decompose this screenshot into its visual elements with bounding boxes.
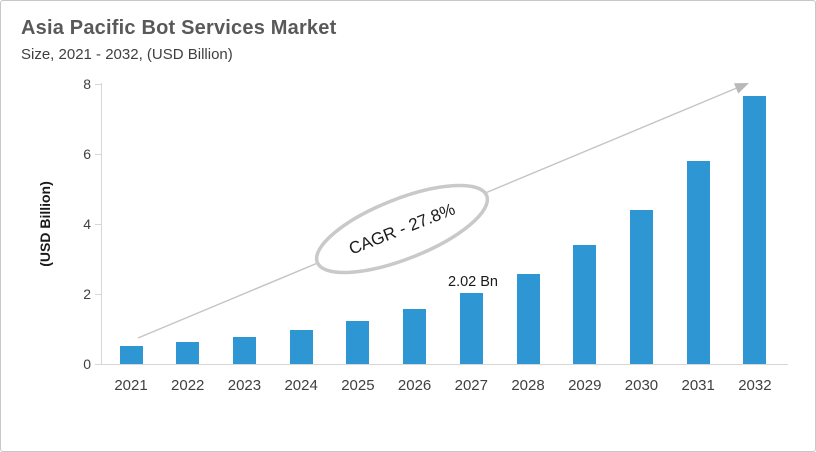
x-label-2026: 2026 <box>397 377 432 394</box>
x-label-2024: 2024 <box>284 377 318 394</box>
y-tick-label-8: 8 <box>83 76 91 92</box>
y-tick-mark-4 <box>95 224 101 225</box>
y-axis-title: (USD Billion) <box>37 181 53 267</box>
y-axis-line <box>101 83 102 365</box>
bar-2030 <box>629 210 653 364</box>
bar-2032 <box>743 95 767 364</box>
trend-arrow-head <box>734 83 749 94</box>
cagr-ellipse <box>314 183 490 275</box>
y-tick-label-6: 6 <box>83 146 91 162</box>
bar-2025 <box>346 320 370 364</box>
x-label-2028: 2028 <box>511 377 545 394</box>
bar-2031 <box>686 161 710 364</box>
x-axis-line <box>101 364 788 365</box>
y-tick-mark-2 <box>95 294 101 295</box>
chart-title: Asia Pacific Bot Services Market <box>21 17 337 39</box>
y-tick-label-0: 0 <box>83 356 91 372</box>
y-tick-label-2: 2 <box>83 286 91 302</box>
chart-subtitle: Size, 2021 - 2032, (USD Billion) <box>21 46 233 63</box>
bar-2026 <box>403 308 427 364</box>
cagr-label: CAGR - 27.8% <box>346 200 458 259</box>
bar-2028 <box>516 273 540 364</box>
x-label-2023: 2023 <box>227 377 262 394</box>
y-tick-mark-0 <box>95 364 101 365</box>
x-label-2029: 2029 <box>568 377 602 394</box>
x-label-2021: 2021 <box>114 377 148 394</box>
bar-2023 <box>232 336 256 364</box>
x-label-2025: 2025 <box>341 377 375 394</box>
x-label-2031: 2031 <box>681 377 715 394</box>
y-tick-label-4: 4 <box>83 216 91 232</box>
x-label-2032: 2032 <box>738 377 772 394</box>
bar-2021 <box>119 345 143 364</box>
bar-2029 <box>573 245 597 364</box>
y-tick-mark-6 <box>95 154 101 155</box>
y-tick-mark-8 <box>95 84 101 85</box>
data-label-2027: 2.02 Bn <box>448 274 498 290</box>
bar-2024 <box>289 329 313 364</box>
x-label-2022: 2022 <box>171 377 205 394</box>
x-label-2030: 2030 <box>624 377 659 394</box>
bar-2027 <box>459 293 483 364</box>
bar-2022 <box>176 341 200 364</box>
x-label-2027: 2027 <box>454 377 488 394</box>
